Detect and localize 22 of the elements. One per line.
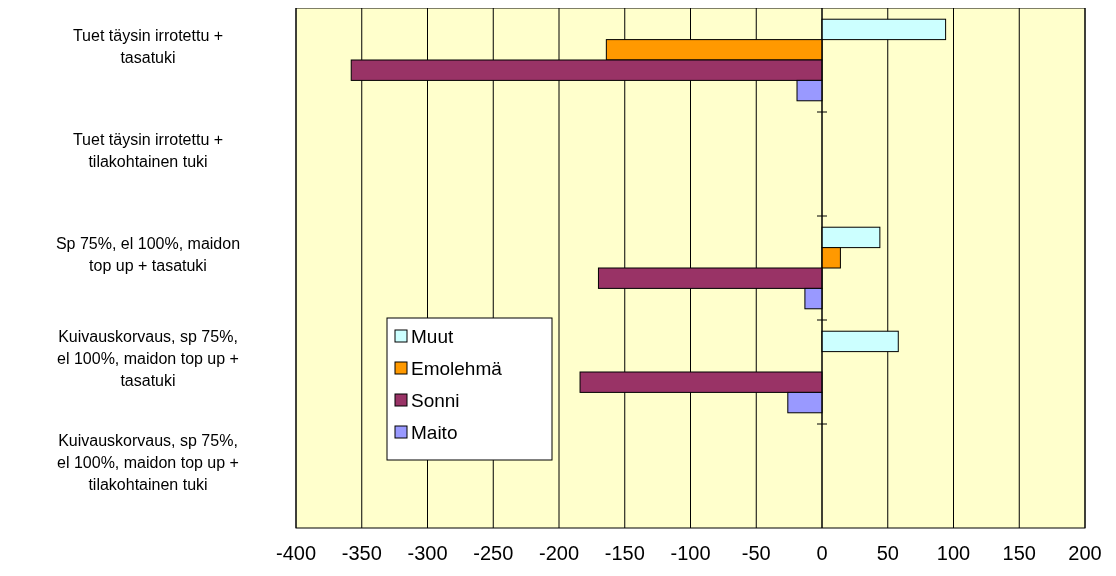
x-tick-label: -150 [604, 542, 645, 564]
x-tick-label: -100 [670, 542, 711, 564]
x-tick-label: 50 [876, 542, 899, 564]
x-tick-label: -350 [341, 542, 382, 564]
y-tick-label: Tuet täysin irrotettu + tilakohtainen tuki [72, 131, 224, 170]
y-tick-label: Kuivauskorvaus, sp 75%, el 100%, maidon top up + tilakohtainen tuki [57, 432, 239, 493]
x-tick-label: -400 [275, 542, 317, 564]
x-tick-label: -250 [473, 542, 514, 564]
x-tick-label: 200 [1068, 542, 1102, 564]
legend-label: Sonni [411, 390, 460, 411]
x-tick-label: -50 [741, 542, 771, 564]
legend-label: Maito [411, 422, 458, 443]
y-tick-label: Sp 75%, el 100%, maidon top up + tasatuki [55, 235, 241, 274]
x-tick-label: -300 [407, 542, 448, 564]
x-tick-label: 100 [936, 542, 971, 564]
y-tick-label: Tuet täysin irrotettu + tasatuki [72, 27, 224, 66]
x-tick-label: -200 [538, 542, 580, 564]
x-tick-label: 150 [1002, 542, 1036, 564]
y-tick-label: Kuivauskorvaus, sp 75%, el 100%, maidon top up + tasatuki [57, 328, 239, 389]
x-tick-label: 0 [816, 542, 828, 564]
legend-label: Emolehmä [411, 358, 503, 379]
legend-label: Muut [411, 326, 454, 347]
